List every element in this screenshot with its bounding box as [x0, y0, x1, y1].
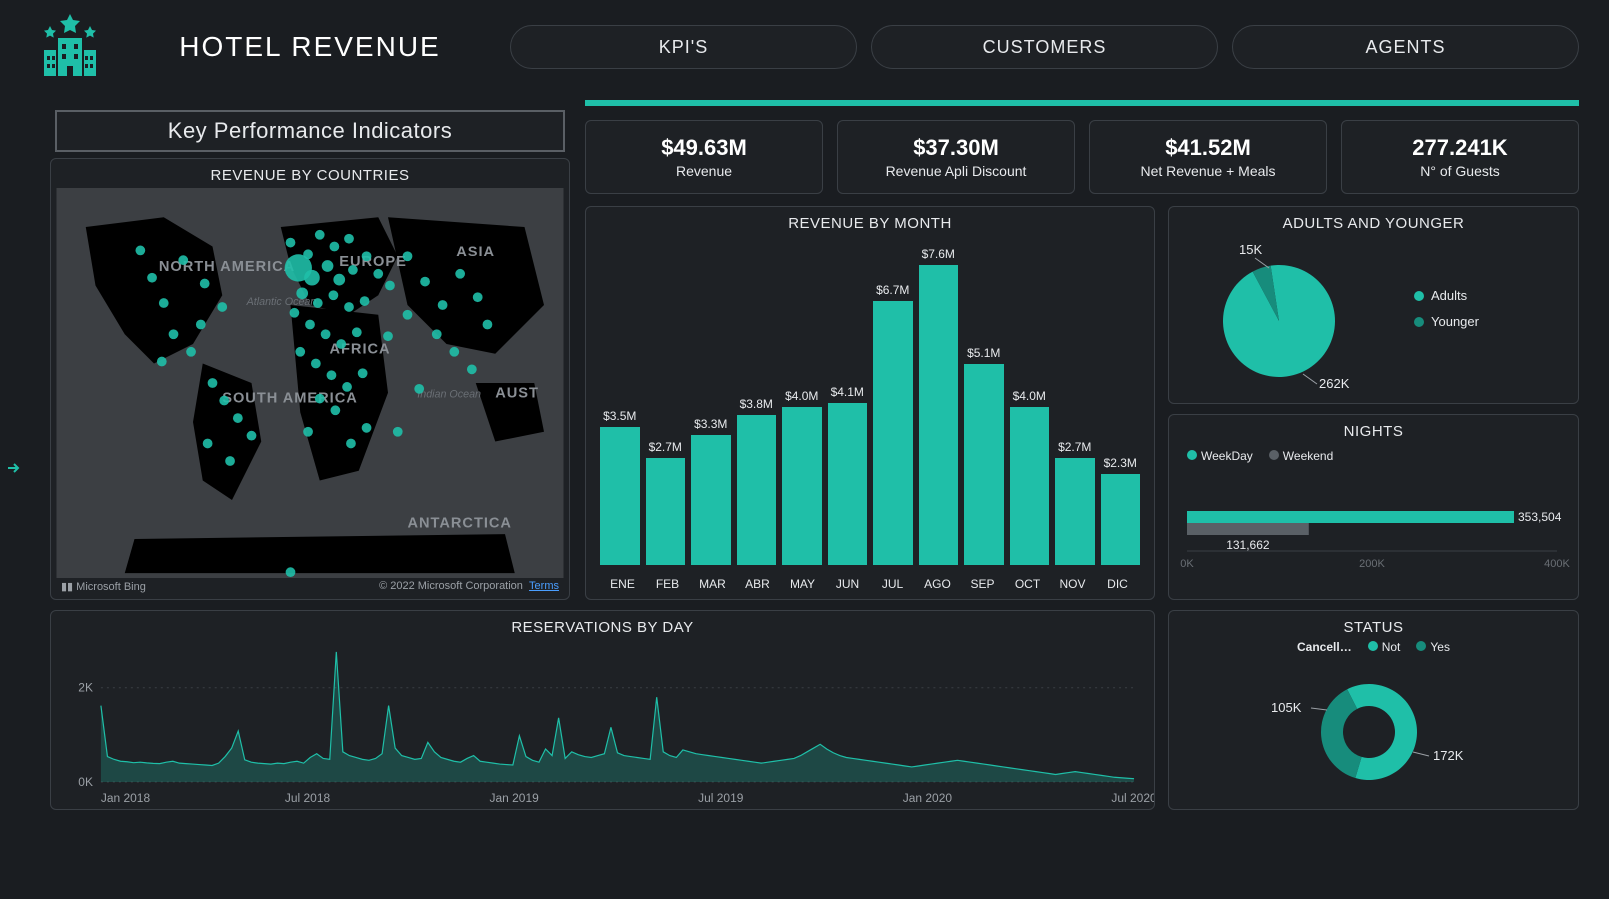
adults-younger-panel[interactable]: ADULTS AND YOUNGER 15K 262K Adults Younger — [1168, 206, 1579, 404]
revenue-month-bars: $3.5M$2.7M$3.3M$3.8M$4.0M$4.1M$6.7M$7.6M… — [600, 263, 1140, 565]
tab-customers[interactable]: CUSTOMERS — [871, 25, 1218, 69]
map-attribution: ▮▮ Microsoft Bing © 2022 Microsoft Corpo… — [61, 580, 559, 593]
world-map[interactable]: NORTH AMERICAEUROPEASIASOUTH AMERICAAFRI… — [51, 188, 569, 578]
kpi-net[interactable]: $41.52M Net Revenue + Meals — [1089, 120, 1327, 194]
map-title: REVENUE BY COUNTRIES — [51, 159, 569, 188]
svg-text:AUST: AUST — [495, 386, 539, 402]
kpi-section-title: Key Performance Indicators — [55, 110, 565, 152]
hotel-logo-icon — [30, 12, 110, 82]
svg-text:Jul 2018: Jul 2018 — [285, 791, 331, 805]
accent-strip — [585, 100, 1579, 106]
reservations-title: RESERVATIONS BY DAY — [51, 611, 1154, 640]
status-donut: 172K 105K — [1169, 654, 1578, 804]
svg-text:105K: 105K — [1271, 700, 1302, 715]
svg-text:Indian Ocean: Indian Ocean — [417, 389, 481, 401]
map-copyright: © 2022 Microsoft Corporation — [379, 580, 523, 592]
revenue-month-title: REVENUE BY MONTH — [586, 207, 1154, 236]
reservations-chart: 0K 2K Jan 2018 Jul 2018 Jan 2019 Jul 2019 Jan … — [51, 640, 1154, 808]
nights-weekend-label: Weekend — [1283, 449, 1333, 463]
nights-title: NIGHTS — [1169, 415, 1578, 444]
kpi-cards: $49.63M Revenue $37.30M Revenue Apli Dis… — [585, 120, 1579, 194]
svg-text:400K: 400K — [1544, 558, 1570, 570]
adults-younger-pie: 15K 262K Adults Younger — [1169, 236, 1578, 396]
kpi-guests[interactable]: 277.241K N° of Guests — [1341, 120, 1579, 194]
map-panel[interactable]: REVENUE BY COUNTRIES NORTH AMERICAEUROPE… — [50, 158, 570, 600]
tab-agents[interactable]: AGENTS — [1232, 25, 1579, 69]
kpi-value: 277.241K — [1412, 135, 1507, 161]
status-legend: Cancell… Not Yes — [1187, 640, 1560, 654]
svg-text:Younger: Younger — [1431, 314, 1480, 329]
svg-text:262K: 262K — [1319, 376, 1350, 391]
revenue-month-panel[interactable]: REVENUE BY MONTH $3.5M$2.7M$3.3M$3.8M$4.… — [585, 206, 1155, 600]
svg-text:172K: 172K — [1433, 748, 1464, 763]
svg-text:ASIA: ASIA — [456, 244, 495, 260]
reservations-panel[interactable]: RESERVATIONS BY DAY 0K 2K Jan 2018 Jul 2018… — [50, 610, 1155, 810]
status-title: STATUS — [1169, 611, 1578, 640]
nights-chart: 353,504 131,662 0K 200K 400K — [1169, 463, 1578, 583]
nights-legend: WeekDay Weekend — [1187, 448, 1560, 463]
title-text: HOTEL REVENUE — [130, 31, 490, 63]
nav-tabs: KPI'S CUSTOMERS AGENTS — [510, 25, 1579, 69]
nights-panel[interactable]: NIGHTS WeekDay Weekend 353,504 131,662 0K 2… — [1168, 414, 1579, 600]
adults-younger-title: ADULTS AND YOUNGER — [1169, 207, 1578, 236]
svg-text:Adults: Adults — [1431, 288, 1468, 303]
kpi-value: $37.30M — [913, 135, 999, 161]
map-terms-link[interactable]: Terms — [529, 580, 559, 592]
status-yes-label: Yes — [1430, 640, 1450, 654]
svg-text:131,662: 131,662 — [1226, 538, 1270, 552]
svg-text:0K: 0K — [78, 775, 93, 789]
kpi-label: N° of Guests — [1420, 163, 1500, 179]
kpi-discount[interactable]: $37.30M Revenue Apli Discount — [837, 120, 1075, 194]
page-title: HOTEL REVENUE — [130, 31, 490, 63]
nights-weekday-label: WeekDay — [1201, 449, 1253, 463]
kpi-label: Net Revenue + Meals — [1140, 163, 1275, 179]
kpi-value: $41.52M — [1165, 135, 1251, 161]
svg-text:Jan 2019: Jan 2019 — [490, 791, 540, 805]
status-legend-label: Cancell… — [1297, 640, 1352, 654]
kpi-label: Revenue Apli Discount — [886, 163, 1027, 179]
svg-text:Jan 2020: Jan 2020 — [903, 791, 953, 805]
revenue-month-axis: ENEFEBMARABRMAYJUNJULAGOSEPOCTNOVDIC — [600, 577, 1140, 591]
svg-text:Jul 2020: Jul 2020 — [1111, 791, 1154, 805]
kpi-value: $49.63M — [661, 135, 747, 161]
kpi-revenue[interactable]: $49.63M Revenue — [585, 120, 823, 194]
svg-text:Jul 2019: Jul 2019 — [698, 791, 744, 805]
svg-text:200K: 200K — [1359, 558, 1385, 570]
status-panel[interactable]: STATUS Cancell… Not Yes 172K 105K — [1168, 610, 1579, 810]
status-not-label: Not — [1382, 640, 1401, 654]
tab-kpis[interactable]: KPI'S — [510, 25, 857, 69]
svg-text:ANTARCTICA: ANTARCTICA — [407, 515, 511, 531]
svg-text:15K: 15K — [1239, 242, 1262, 257]
svg-text:SOUTH AMERICA: SOUTH AMERICA — [222, 391, 357, 407]
svg-text:2K: 2K — [78, 681, 93, 695]
expand-filters-icon[interactable] — [0, 450, 28, 486]
svg-text:Jan 2018: Jan 2018 — [101, 791, 151, 805]
svg-text:0K: 0K — [1180, 558, 1194, 570]
bing-logo: ▮▮ Microsoft Bing — [61, 580, 146, 593]
svg-text:353,504: 353,504 — [1518, 510, 1562, 524]
kpi-label: Revenue — [676, 163, 732, 179]
header: HOTEL REVENUE KPI'S CUSTOMERS AGENTS — [30, 12, 1579, 82]
